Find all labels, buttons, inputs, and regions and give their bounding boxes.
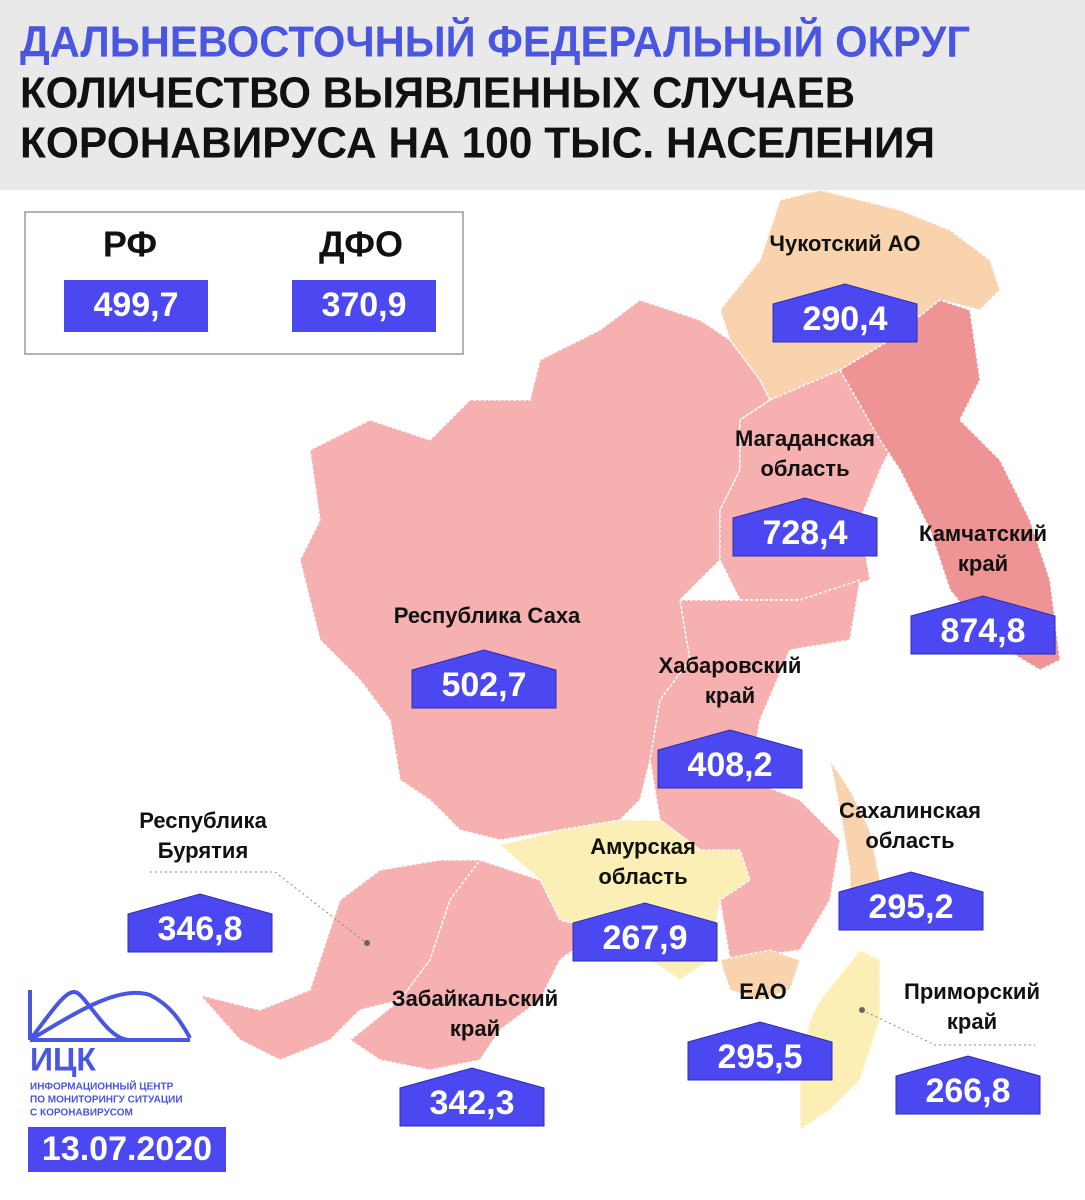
region-name: Амурская bbox=[590, 834, 696, 859]
region-kamchatka bbox=[838, 299, 1061, 671]
subtitle: КОЛИЧЕСТВО ВЫЯВЛЕННЫХ СЛУЧАЕВ bbox=[20, 69, 855, 118]
logo: ИЦК ИНФОРМАЦИОННЫЙ ЦЕНТР ПО МОНИТОРИНГУ … bbox=[28, 990, 192, 1119]
value-badge bbox=[399, 1067, 545, 1127]
value-badge bbox=[657, 729, 803, 789]
region-name: край bbox=[450, 1016, 500, 1041]
value-badge bbox=[772, 283, 918, 343]
summary-value: 499,7 bbox=[93, 286, 178, 324]
logo-text: ИЦК bbox=[30, 1041, 96, 1077]
region-name: Бурятия bbox=[158, 838, 249, 863]
summary-value: 370,9 bbox=[321, 286, 406, 324]
region-value: 295,2 bbox=[868, 888, 953, 926]
region-name: край bbox=[705, 683, 755, 708]
region-name: край bbox=[947, 1009, 997, 1034]
summary-badge bbox=[64, 280, 208, 332]
region-value: 728,4 bbox=[762, 514, 847, 552]
org-line: ПО МОНИТОРИНГУ СИТУАЦИИ bbox=[30, 1095, 183, 1106]
region-value: 267,9 bbox=[602, 919, 687, 957]
org-line: С КОРОНАВИРУСОМ bbox=[30, 1108, 133, 1119]
region-name: Сахалинская bbox=[839, 798, 981, 823]
region-name: ЕАО bbox=[739, 979, 786, 1004]
summary-badge bbox=[292, 280, 436, 332]
region-value: 408,2 bbox=[687, 746, 772, 784]
value-badge bbox=[895, 1055, 1041, 1115]
region-primorye bbox=[799, 949, 881, 1132]
region-name: область bbox=[760, 456, 849, 481]
region-value: 874,8 bbox=[940, 612, 1025, 650]
region-name: Республика bbox=[139, 808, 267, 833]
org-line: ИНФОРМАЦИОННЫЙ ЦЕНТР bbox=[30, 1080, 174, 1093]
region-name: Республика Саха bbox=[394, 603, 581, 628]
summary-label: ДФО bbox=[319, 224, 403, 265]
region-value: 342,3 bbox=[429, 1084, 514, 1122]
region-name: Камчатский bbox=[919, 521, 1047, 546]
region-name: Чукотский АО bbox=[770, 231, 921, 256]
region-value: 295,5 bbox=[717, 1038, 802, 1076]
date-box bbox=[28, 1127, 226, 1172]
leader-line bbox=[861, 1009, 1035, 1046]
region-eao bbox=[719, 949, 801, 1001]
marker bbox=[364, 940, 370, 946]
region-name: область bbox=[598, 864, 687, 889]
value-badge bbox=[687, 1021, 833, 1081]
value-badge bbox=[411, 649, 557, 709]
subtitle: КОРОНАВИРУСА НА 100 ТЫС. НАСЕЛЕНИЯ bbox=[20, 119, 935, 168]
region-value: 266,8 bbox=[925, 1072, 1010, 1110]
value-badge bbox=[127, 893, 273, 953]
region-value: 502,7 bbox=[441, 666, 526, 704]
date: 13.07.2020 bbox=[42, 1130, 212, 1168]
value-badge bbox=[838, 871, 984, 931]
region-khabarovsk bbox=[649, 578, 861, 961]
value-badge bbox=[572, 902, 718, 962]
summary-label: РФ bbox=[103, 224, 157, 265]
title: ДАЛЬНЕВОСТОЧНЫЙ ФЕДЕРАЛЬНЫЙ ОКРУГ bbox=[20, 16, 970, 67]
value-badge bbox=[732, 497, 878, 557]
region-name: Приморский bbox=[904, 979, 1040, 1004]
leader-line bbox=[150, 871, 366, 943]
marker bbox=[859, 1007, 865, 1013]
region-name: Забайкальский bbox=[392, 986, 558, 1011]
region-value: 290,4 bbox=[802, 300, 887, 338]
region-value: 346,8 bbox=[157, 910, 242, 948]
region-name: край bbox=[958, 551, 1008, 576]
region-name: область bbox=[865, 828, 954, 853]
region-name: Магаданская bbox=[735, 426, 875, 451]
logo-mark bbox=[28, 990, 192, 1042]
region-name: Хабаровский bbox=[659, 653, 802, 678]
header-bg bbox=[0, 0, 1085, 190]
value-badge bbox=[910, 595, 1056, 655]
